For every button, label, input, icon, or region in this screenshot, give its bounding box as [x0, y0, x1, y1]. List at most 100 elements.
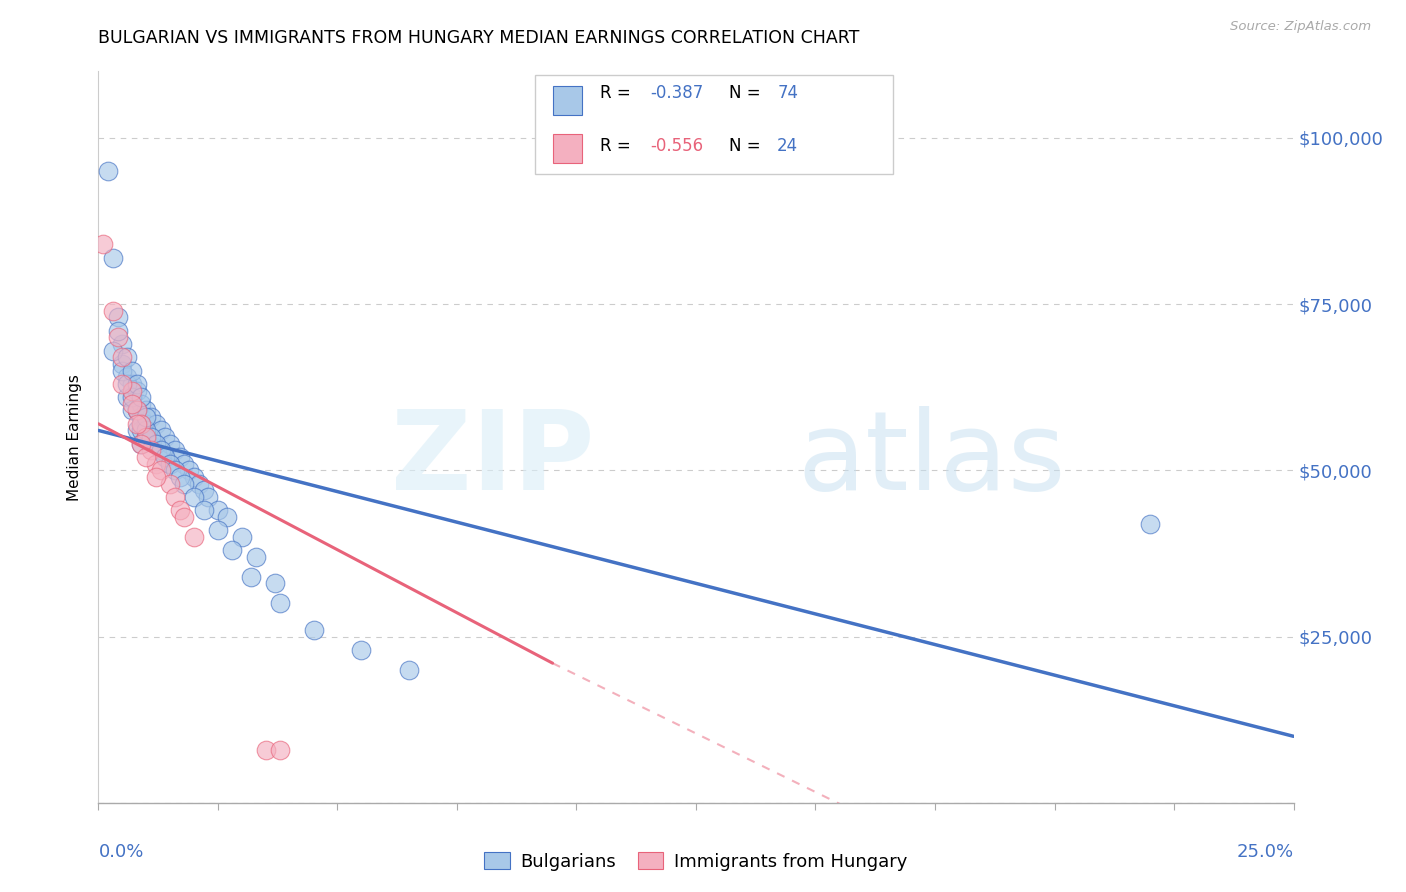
Point — [101, 343, 124, 358]
Point — [107, 324, 129, 338]
Point — [163, 490, 186, 504]
Point — [240, 570, 263, 584]
Point — [135, 417, 157, 431]
Point — [207, 503, 229, 517]
Point — [125, 384, 148, 398]
Point — [183, 530, 205, 544]
Point — [111, 357, 134, 371]
Text: N =: N = — [730, 85, 766, 103]
Point — [163, 463, 186, 477]
Point — [187, 476, 209, 491]
Text: R =: R = — [600, 85, 637, 103]
Point — [121, 376, 143, 391]
Point — [139, 430, 162, 444]
Point — [179, 463, 201, 477]
Y-axis label: Median Earnings: Median Earnings — [67, 374, 83, 500]
Point — [207, 523, 229, 537]
Point — [111, 351, 134, 365]
Text: atlas: atlas — [797, 406, 1066, 513]
Point — [169, 470, 191, 484]
Point — [245, 549, 267, 564]
Point — [145, 436, 167, 450]
Point — [269, 742, 291, 756]
Point — [131, 436, 153, 450]
Point — [135, 424, 157, 438]
Point — [121, 363, 143, 377]
Text: BULGARIAN VS IMMIGRANTS FROM HUNGARY MEDIAN EARNINGS CORRELATION CHART: BULGARIAN VS IMMIGRANTS FROM HUNGARY MED… — [98, 29, 860, 46]
Point — [221, 543, 243, 558]
Text: -0.556: -0.556 — [651, 137, 703, 155]
Point — [159, 457, 181, 471]
Point — [131, 397, 153, 411]
Point — [111, 363, 134, 377]
Legend: Bulgarians, Immigrants from Hungary: Bulgarians, Immigrants from Hungary — [477, 845, 915, 878]
Point — [135, 403, 157, 417]
Point — [97, 164, 120, 178]
Text: 25.0%: 25.0% — [1236, 843, 1294, 861]
Point — [159, 436, 181, 450]
Point — [135, 430, 157, 444]
Point — [139, 430, 162, 444]
Point — [169, 450, 191, 464]
Point — [145, 417, 167, 431]
Point — [107, 310, 129, 325]
Point — [135, 410, 157, 425]
Point — [145, 457, 167, 471]
Point — [173, 476, 195, 491]
Point — [169, 503, 191, 517]
Point — [302, 623, 325, 637]
Text: -0.387: -0.387 — [651, 85, 704, 103]
Point — [125, 417, 148, 431]
Text: 0.0%: 0.0% — [98, 843, 143, 861]
Point — [115, 370, 138, 384]
Text: 24: 24 — [778, 137, 799, 155]
Point — [121, 397, 143, 411]
Point — [155, 450, 177, 464]
Point — [107, 330, 129, 344]
Point — [163, 443, 186, 458]
Point — [193, 503, 215, 517]
Point — [149, 424, 172, 438]
Text: N =: N = — [730, 137, 766, 155]
Point — [125, 403, 148, 417]
Point — [111, 376, 134, 391]
Point — [131, 424, 153, 438]
Point — [135, 430, 157, 444]
Point — [159, 476, 181, 491]
Point — [183, 470, 205, 484]
Point — [115, 376, 138, 391]
Text: 74: 74 — [778, 85, 799, 103]
Point — [139, 410, 162, 425]
Point — [125, 424, 148, 438]
Point — [91, 237, 114, 252]
Point — [254, 742, 277, 756]
Point — [125, 403, 148, 417]
Point — [350, 643, 373, 657]
Point — [145, 470, 167, 484]
Text: ZIP: ZIP — [391, 406, 595, 513]
Point — [115, 390, 138, 404]
Point — [398, 663, 420, 677]
FancyBboxPatch shape — [534, 75, 893, 174]
Text: R =: R = — [600, 137, 637, 155]
Point — [131, 436, 153, 450]
Point — [121, 390, 143, 404]
Point — [149, 443, 172, 458]
Text: Source: ZipAtlas.com: Source: ZipAtlas.com — [1230, 20, 1371, 33]
Point — [131, 417, 153, 431]
Point — [131, 410, 153, 425]
Point — [1139, 516, 1161, 531]
Point — [101, 251, 124, 265]
FancyBboxPatch shape — [553, 134, 582, 162]
Point — [131, 417, 153, 431]
Point — [139, 443, 162, 458]
Point — [145, 436, 167, 450]
Point — [121, 403, 143, 417]
Point — [101, 303, 124, 318]
Point — [264, 576, 287, 591]
Point — [155, 450, 177, 464]
Point — [197, 490, 219, 504]
Point — [173, 509, 195, 524]
FancyBboxPatch shape — [553, 86, 582, 115]
Point — [121, 384, 143, 398]
